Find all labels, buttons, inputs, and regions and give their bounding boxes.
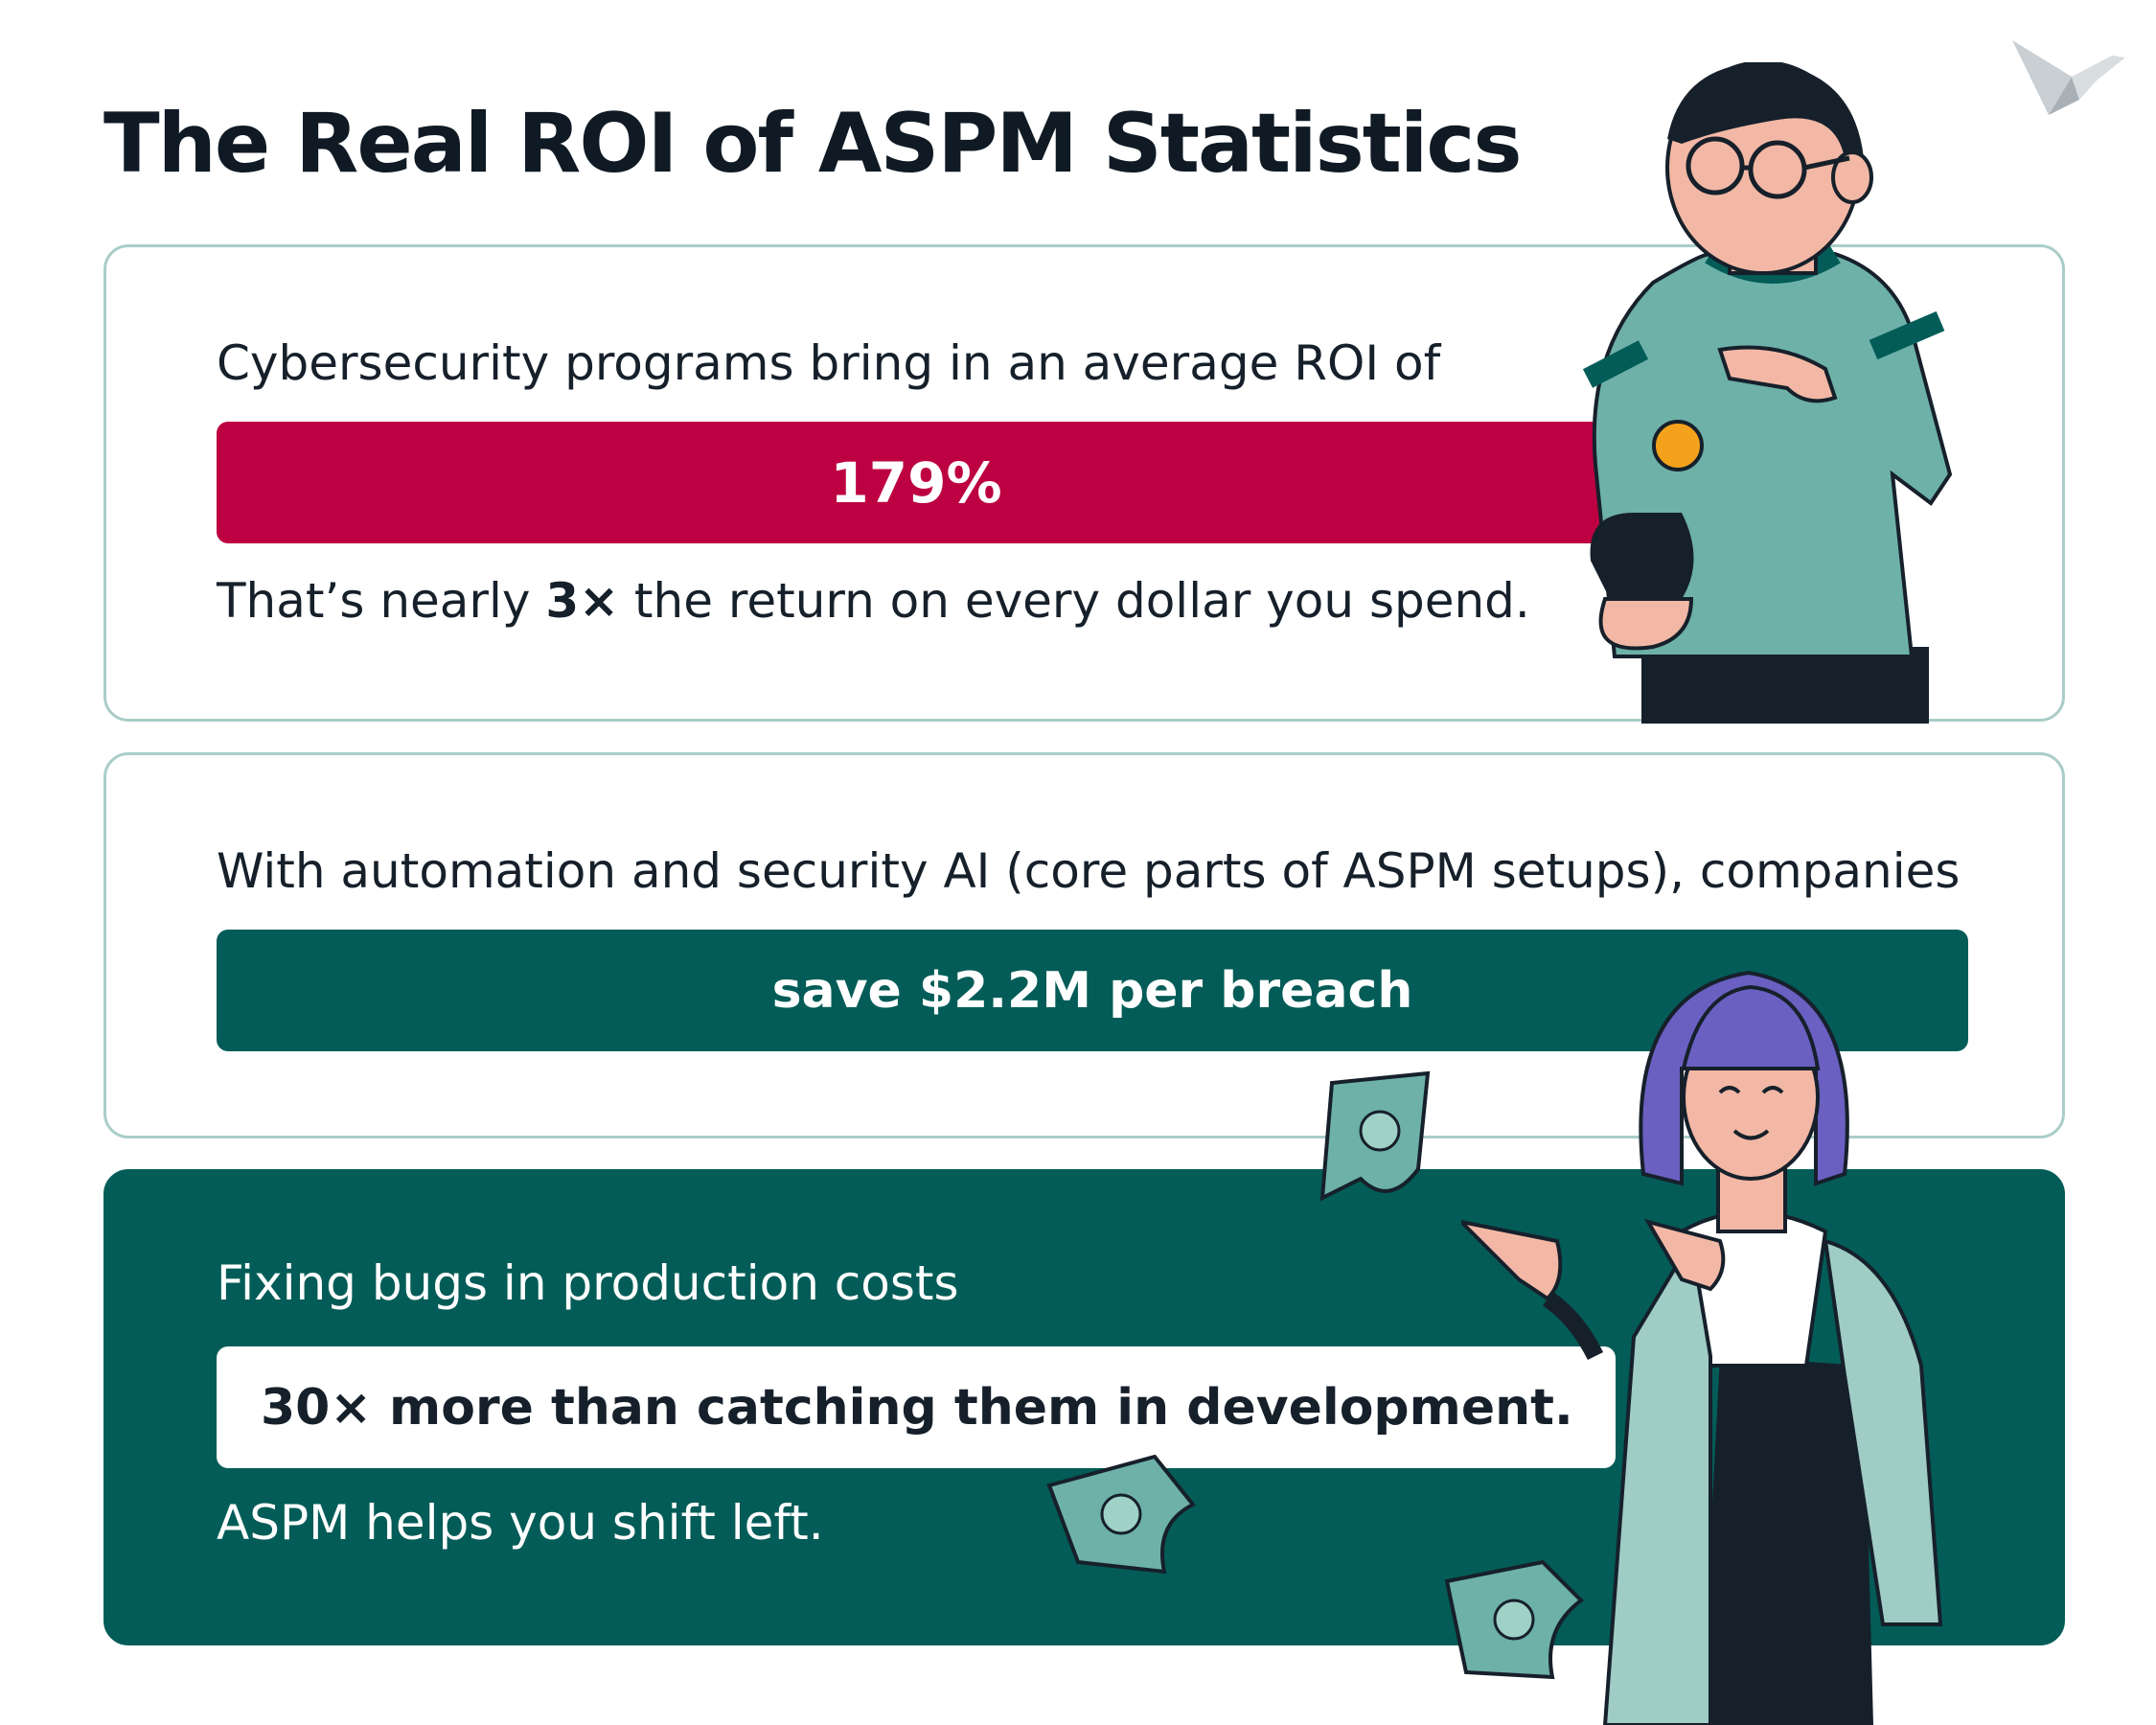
roi-outro-text: That’s nearly 3× the return on every dol… [217, 573, 1530, 629]
money-bill-icon [1444, 1559, 1585, 1680]
man-with-coin-and-wallet-illustration [1582, 62, 1953, 724]
money-bill-icon [1046, 1454, 1197, 1575]
savings-value: save $2.2M per breach [771, 961, 1413, 1020]
bug-cost-highlight-bar: 30× more than catching them in developme… [217, 1346, 1616, 1468]
money-bill-icon [1319, 1070, 1431, 1202]
bug-cost-intro-text: Fixing bugs in production costs [217, 1255, 959, 1311]
origami-bird-icon [2012, 40, 2125, 115]
woman-pointing-illustration [1461, 970, 1943, 1725]
page-title: The Real ROI of ASPM Statistics [103, 96, 1523, 192]
roi-value: 179% [830, 449, 1002, 516]
bug-cost-outro-text: ASPM helps you shift left. [217, 1495, 824, 1551]
roi-intro-text: Cybersecurity programs bring in an avera… [217, 335, 1441, 391]
bug-cost-value: 30× more than catching them in developme… [261, 1378, 1573, 1437]
roi-highlight-bar: 179% [217, 422, 1616, 543]
savings-intro-text: With automation and security AI (core pa… [217, 843, 1961, 899]
roi-multiplier: 3× [545, 573, 620, 629]
